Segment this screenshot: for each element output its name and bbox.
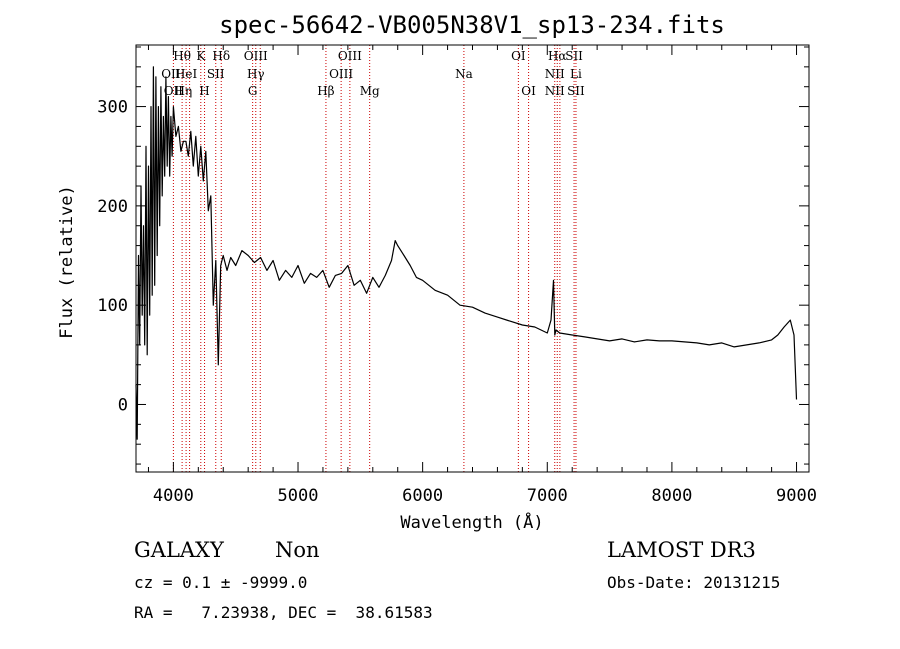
- line-label-10: Hγ: [247, 67, 265, 81]
- line-label-24: SII: [567, 84, 585, 98]
- line-label-14: OIII: [329, 67, 353, 81]
- x-tick-label-5: 9000: [776, 486, 817, 506]
- line-label-6: H: [199, 84, 209, 98]
- line-label-11: G: [248, 84, 258, 98]
- line-label-0: OII: [164, 84, 184, 98]
- line-label-21: NII: [545, 84, 565, 98]
- line-label-19: Hα: [548, 49, 567, 63]
- object-subclass: Non: [275, 538, 320, 562]
- x-tick-label-0: 4000: [153, 486, 194, 506]
- y-tick-label-3: 300: [97, 98, 128, 118]
- y-tick-label-2: 200: [97, 197, 128, 217]
- line-label-9: OIII: [244, 49, 268, 63]
- line-label-7: Hδ: [212, 49, 230, 63]
- series-line-0: [135, 66, 798, 440]
- observation-date: Obs-Date: 20131215: [607, 573, 781, 592]
- line-label-1: OII: [161, 67, 181, 81]
- survey-name: LAMOST DR3: [607, 538, 756, 562]
- line-label-13: OIII: [338, 49, 362, 63]
- series-group: [135, 66, 798, 440]
- plot-frame: [135, 44, 810, 473]
- line-label-4: HeI: [175, 67, 198, 81]
- line-labels-group: OII OII Hθ Hη HeI K H Hδ SII OIII Hγ G Hβ OIII OIII Mg N…: [161, 49, 585, 98]
- line-label-15: Mg: [360, 84, 380, 98]
- line-label-23: Li: [570, 67, 582, 81]
- y-tick-label-1: 100: [97, 296, 128, 316]
- marker-lines-group: [172, 45, 577, 472]
- line-label-8: SII: [207, 67, 225, 81]
- x-tick-label-3: 7000: [527, 486, 568, 506]
- chart-title: spec-56642-VB005N38V1_sp13-234.fits: [219, 11, 725, 39]
- object-class: GALAXY: [134, 538, 224, 562]
- line-label-5: K: [196, 49, 206, 63]
- line-label-16: Na: [455, 67, 473, 81]
- line-label-18: OI: [521, 84, 536, 98]
- line-label-2: Hθ: [173, 49, 191, 63]
- y-axis-label: Flux (relative): [57, 185, 77, 339]
- x-tick-label-2: 6000: [402, 486, 443, 506]
- line-label-3: Hη: [175, 84, 193, 98]
- line-label-20: NII: [545, 67, 565, 81]
- line-label-17: OI: [511, 49, 526, 63]
- x-tick-label-4: 8000: [651, 486, 692, 506]
- line-label-22: SII: [565, 49, 583, 63]
- redshift-readout: cz = 0.1 ± -9999.0: [134, 573, 308, 592]
- x-axis-label: Wavelength (Å): [400, 511, 543, 533]
- coordinates-readout: RA = 7.23938, DEC = 38.61583: [134, 603, 433, 622]
- line-label-12: Hβ: [317, 84, 334, 98]
- axis-ticks-group: 4000 5000 6000 7000 8000 9000 0 100 200 300: [97, 45, 817, 506]
- x-tick-label-1: 5000: [278, 486, 319, 506]
- y-tick-label-0: 0: [118, 395, 128, 415]
